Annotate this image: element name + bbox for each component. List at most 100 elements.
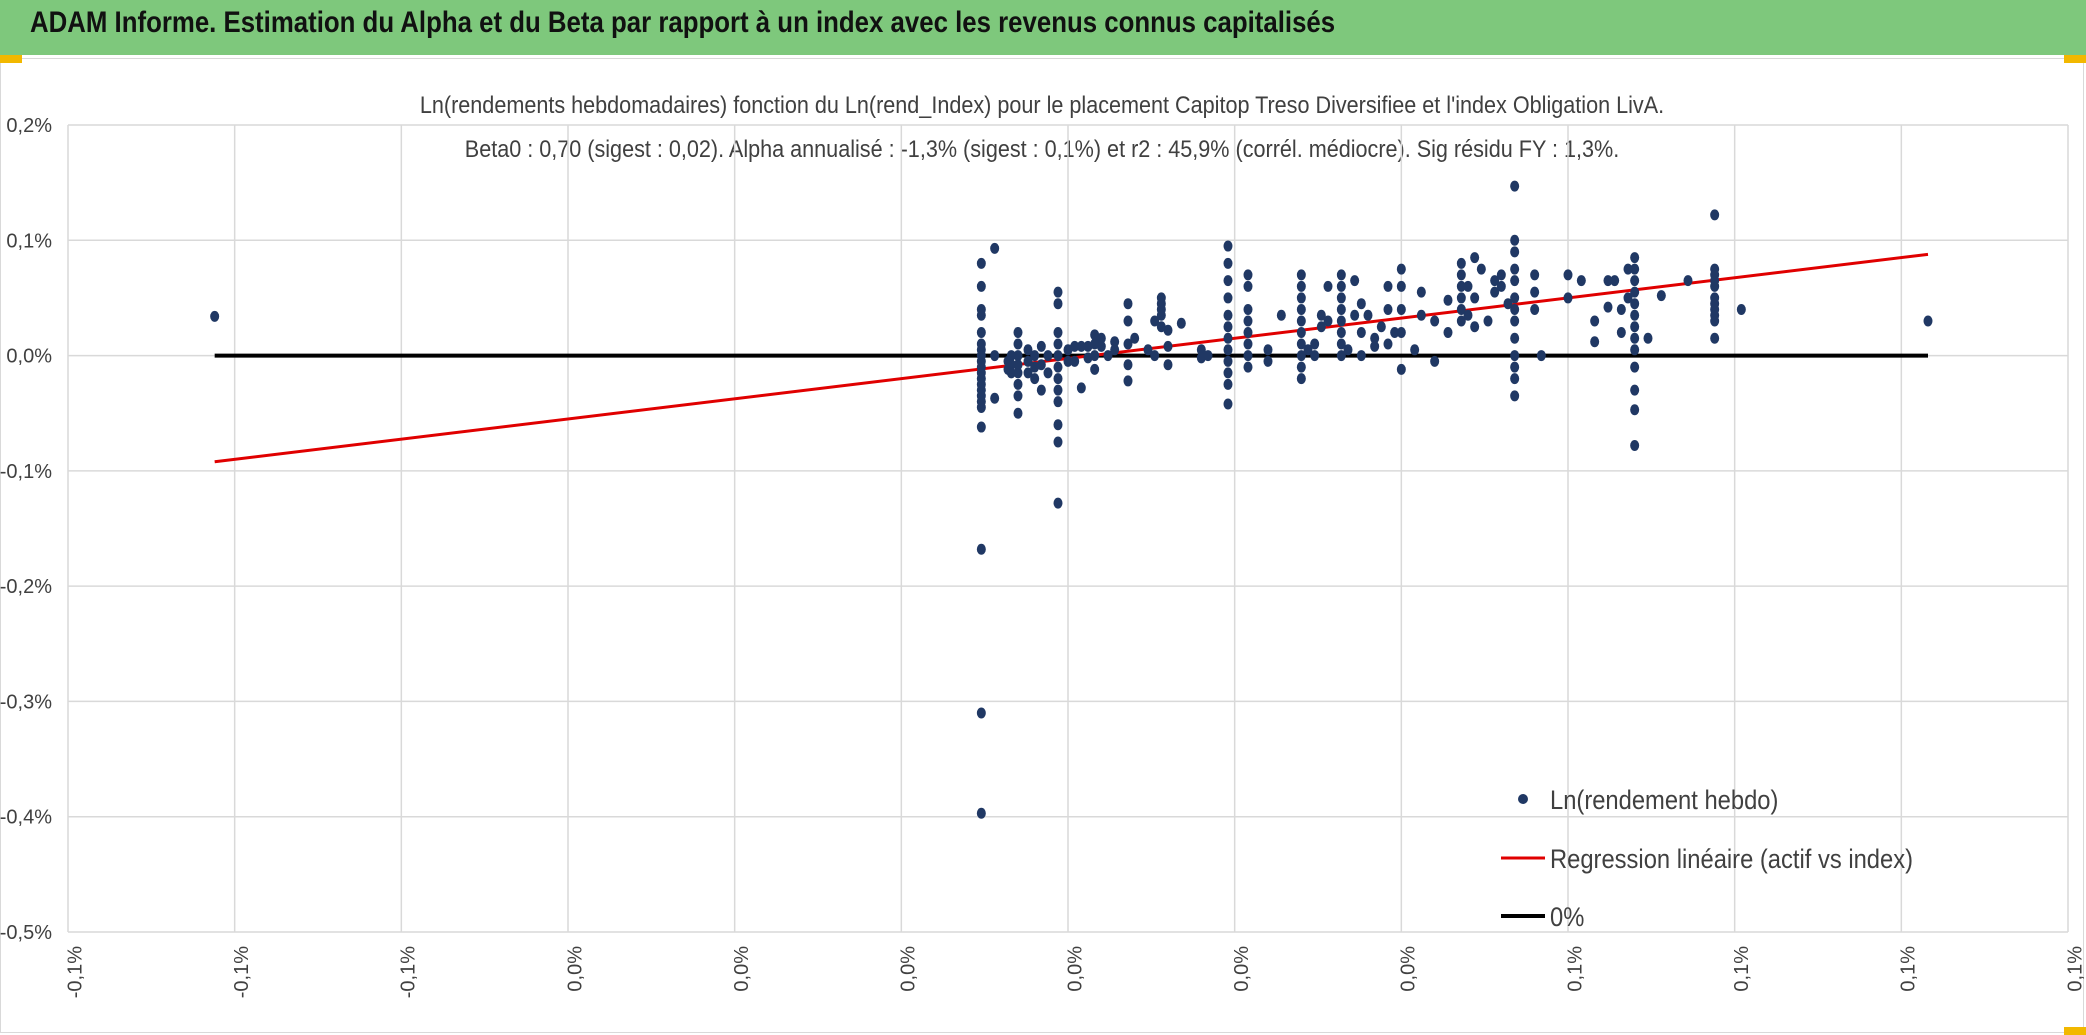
data-point (1456, 269, 1466, 281)
data-point (1013, 350, 1023, 362)
data-point (1590, 315, 1600, 327)
data-point (1036, 340, 1046, 352)
data-point (1430, 355, 1440, 367)
data-point (1123, 338, 1133, 350)
data-point (1470, 252, 1480, 264)
data-point (1263, 355, 1273, 367)
data-point (1123, 375, 1133, 387)
data-point (1616, 303, 1626, 315)
data-point (1623, 263, 1633, 275)
data-point (1053, 419, 1063, 431)
data-point (1510, 275, 1520, 287)
data-point (1316, 309, 1326, 321)
data-point (1503, 298, 1513, 310)
x-tick-label: 0,0% (1398, 946, 1420, 992)
data-point (1630, 384, 1640, 396)
data-point (1510, 350, 1520, 362)
data-point (1376, 321, 1386, 333)
data-point (1470, 321, 1480, 333)
data-point (1323, 280, 1333, 292)
data-point (1090, 363, 1100, 375)
data-point (1076, 382, 1086, 394)
data-point (1396, 280, 1406, 292)
data-point (1243, 303, 1253, 315)
y-tick-label: 0,2% (6, 115, 52, 137)
data-point (1416, 286, 1426, 298)
data-point (1396, 303, 1406, 315)
y-tick-label: -0,3% (0, 691, 52, 713)
data-point (1296, 338, 1306, 350)
report-title: ADAM Informe. Estimation du Alpha et du … (30, 6, 1336, 39)
data-point (1630, 298, 1640, 310)
data-point (1023, 367, 1033, 379)
data-point (1336, 350, 1346, 362)
data-point (1510, 263, 1520, 275)
data-point (1510, 234, 1520, 246)
data-point (990, 350, 1000, 362)
x-tick-label: 0,0% (731, 946, 753, 992)
data-point (1223, 344, 1233, 356)
data-point (1363, 309, 1373, 321)
data-point (1336, 269, 1346, 281)
data-point (210, 310, 220, 322)
data-point (1123, 359, 1133, 371)
data-point (1623, 292, 1633, 304)
data-point (1030, 373, 1040, 385)
data-point (1223, 321, 1233, 333)
data-point (976, 543, 986, 555)
data-point (1223, 398, 1233, 410)
data-point (1630, 275, 1640, 287)
x-tick-label: -0,1% (231, 946, 253, 998)
data-point (976, 327, 986, 339)
corner-marker-top-left (0, 55, 22, 63)
data-point (1510, 292, 1520, 304)
data-point (1710, 315, 1720, 327)
data-point (1013, 327, 1023, 339)
data-point (1096, 340, 1106, 352)
data-point (1463, 280, 1473, 292)
data-point (1053, 338, 1063, 350)
data-point (1243, 269, 1253, 281)
data-point (1923, 315, 1933, 327)
data-point (1443, 327, 1453, 339)
data-point (1296, 292, 1306, 304)
corner-marker-top-right (2064, 55, 2086, 63)
data-point (1610, 275, 1620, 287)
data-point (1416, 309, 1426, 321)
data-point (1510, 303, 1520, 315)
data-point (1576, 275, 1586, 287)
data-point (1370, 332, 1380, 344)
data-point (1456, 292, 1466, 304)
data-point (1070, 340, 1080, 352)
legend-label-regression: Regression linéaire (actif vs index) (1550, 845, 1913, 875)
data-point (1630, 344, 1640, 356)
data-point (1110, 336, 1120, 348)
data-point (1103, 350, 1113, 362)
x-tick-label: 0,0% (898, 946, 920, 992)
data-point (1123, 315, 1133, 327)
data-point (1043, 367, 1053, 379)
data-point (976, 257, 986, 269)
data-point (1196, 344, 1206, 356)
data-point (1036, 384, 1046, 396)
data-point (1563, 292, 1573, 304)
data-point (1296, 269, 1306, 281)
data-point (1430, 315, 1440, 327)
data-point (1356, 327, 1366, 339)
y-tick-label: -0,5% (0, 922, 52, 944)
data-point (1630, 332, 1640, 344)
chart-title: Ln(rendements hebdomadaires) fonction du… (420, 91, 1664, 118)
data-point (1336, 338, 1346, 350)
data-point (1296, 350, 1306, 362)
data-point (1223, 378, 1233, 390)
data-point (1053, 298, 1063, 310)
data-point (1023, 344, 1033, 356)
data-point (1013, 338, 1023, 350)
data-point (1470, 292, 1480, 304)
data-point (1616, 327, 1626, 339)
data-point (1070, 355, 1080, 367)
data-point (1223, 240, 1233, 252)
chart-subtitle: Beta0 : 0,70 (sigest : 0,02). Alpha annu… (465, 135, 1619, 162)
data-point (1006, 350, 1016, 362)
data-point (1630, 361, 1640, 373)
